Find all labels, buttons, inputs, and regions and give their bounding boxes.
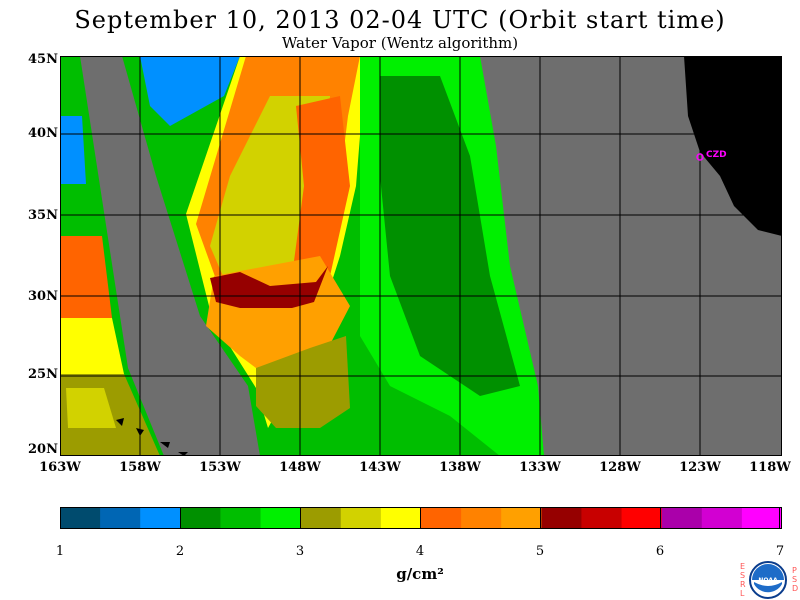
lat-label-40n: 40N <box>28 126 58 141</box>
lat-label-25n: 25N <box>28 367 58 382</box>
map-subtitle: Water Vapor (Wentz algorithm) <box>281 34 519 52</box>
lat-label-20n: 20N <box>28 442 58 457</box>
lat-label-30n: 30N <box>28 289 58 304</box>
color-scale-cell <box>220 507 262 529</box>
lon-label-148w: 148W <box>279 460 321 475</box>
lon-label-153w: 153W <box>199 460 241 475</box>
color-scale-cell <box>661 507 703 529</box>
scale-tick-3: 3 <box>295 544 305 559</box>
noaa-logo: NOAA <box>749 561 787 599</box>
scale-tick-1: 1 <box>55 544 65 559</box>
map-grid <box>60 56 782 456</box>
station-label: CZD <box>706 150 727 160</box>
color-scale-cell <box>140 507 181 529</box>
color-scale-cell <box>501 507 542 529</box>
color-scale-cell <box>541 507 582 529</box>
color-scale-cell <box>741 507 782 529</box>
color-scale-cell <box>581 507 623 529</box>
lon-label-118w: 118W <box>749 460 791 475</box>
scale-tick-6: 6 <box>655 544 665 559</box>
color-scale-cell <box>461 507 502 529</box>
color-scale-cell <box>701 507 743 529</box>
water-vapor-map: CZD <box>60 56 782 456</box>
color-scale-cell <box>380 507 422 529</box>
color-scale-cell <box>421 507 462 529</box>
color-scale-cell <box>260 507 302 529</box>
station-marker: CZD <box>696 150 727 161</box>
lon-label-158w: 158W <box>119 460 161 475</box>
right-swath <box>360 56 544 456</box>
lat-label-35n: 35N <box>28 208 58 223</box>
lon-label-128w: 128W <box>599 460 641 475</box>
lat-label-45n: 45N <box>28 52 58 67</box>
color-scale-cell <box>621 507 663 529</box>
color-scale-cell <box>180 507 221 529</box>
lon-label-163w: 163W <box>39 460 81 475</box>
color-scale-cell <box>340 507 382 529</box>
scale-tick-5: 5 <box>535 544 545 559</box>
map-title: September 10, 2013 02-04 UTC (Orbit star… <box>74 6 726 34</box>
color-scale-bar <box>60 507 782 529</box>
land-west-coast <box>684 56 782 236</box>
logo-text: NOAA <box>758 577 778 584</box>
lon-label-123w: 123W <box>679 460 721 475</box>
color-scale-cell <box>60 507 101 529</box>
lon-label-138w: 138W <box>439 460 481 475</box>
units-label: g/cm² <box>396 565 444 583</box>
scale-tick-7: 7 <box>775 544 785 559</box>
scale-tick-2: 2 <box>175 544 185 559</box>
left-swath <box>60 56 164 456</box>
lon-label-143w: 143W <box>359 460 401 475</box>
lon-label-133w: 133W <box>519 460 561 475</box>
scale-tick-4: 4 <box>415 544 425 559</box>
color-scale-cell <box>100 507 141 529</box>
color-scale-cell <box>300 507 342 529</box>
